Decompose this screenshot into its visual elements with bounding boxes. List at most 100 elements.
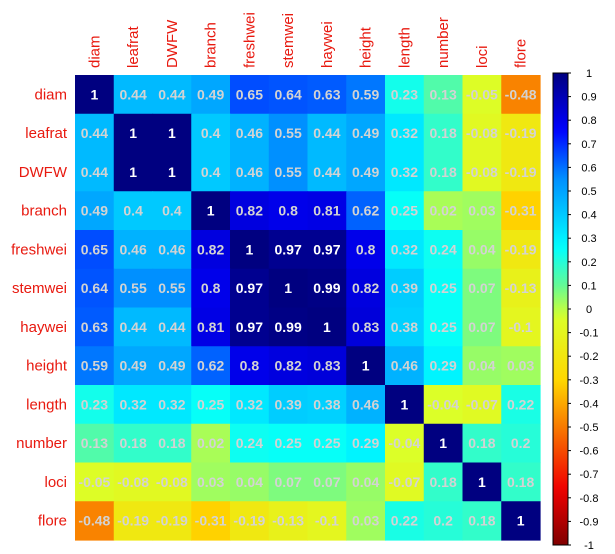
heatmap-cell [346,191,386,231]
cell-value-label: 0.49 [352,164,379,180]
cell-value-label: 0.25 [430,319,457,335]
row-label: branch [21,203,67,220]
cell-value-label: 1 [400,396,408,412]
cell-value-label: 0.39 [391,280,418,296]
heatmap-cell [423,346,464,386]
heatmap-cell [191,268,231,309]
heatmap-cell [307,230,347,270]
cell-value-label: 0.44 [158,319,185,335]
colorbar [552,72,569,546]
cell-value-label: 1 [207,203,215,219]
row-label: stemwei [12,280,67,297]
heatmap-cell [230,346,270,386]
heatmap-cell [501,191,541,231]
cell-value-label: 0.04 [352,474,379,490]
cell-value-label: 0.81 [197,319,224,335]
heatmap-cell [75,346,115,386]
heatmap-cell [152,152,192,192]
heatmap-cell [152,346,192,386]
row-label: leafrat [25,125,68,142]
cell-value-label: 0.04 [468,241,495,257]
heatmap-cell [230,307,270,347]
heatmap-cell [268,113,309,154]
heatmap-cell [385,191,425,231]
colorbar-tick-label: -0.9 [580,516,599,528]
heatmap-cell [152,423,192,464]
heatmap-cell [501,230,541,270]
cell-value-label: 0.49 [158,358,185,374]
cell-value-label: 0.4 [162,203,182,219]
column-label: loci [474,45,491,68]
heatmap-cell [268,385,309,425]
heatmap-cell [385,268,425,309]
heatmap-cell [75,268,115,309]
colorbar-tick-label: 1 [586,68,592,80]
heatmap-cell [191,346,231,386]
heatmap-cell [385,75,425,115]
cell-value-label: 0.18 [158,435,185,451]
column-label: stemwei [280,13,297,68]
cell-value-label: 0.38 [313,396,340,412]
cell-value-label: 0.64 [81,280,108,296]
heatmap-cell [113,346,154,386]
cell-value-label: 0.18 [507,474,534,490]
heatmap-cell [152,268,192,309]
cell-value-label: -0.05 [78,474,110,490]
heatmap-cell [75,307,115,347]
cell-value-label: 0.4 [201,164,221,180]
heatmap-cell [113,307,154,347]
heatmap-cell [113,268,154,309]
heatmap-cell [346,152,386,192]
cell-value-label: 0.44 [81,125,108,141]
row-label: number [16,435,67,452]
cell-value-label: -0.08 [117,474,149,490]
cell-value-label: -0.1 [315,513,339,529]
colorbar-tick-label: -1 [584,540,594,552]
cell-value-label: 0.03 [507,358,534,374]
cell-value-label: 1 [129,164,137,180]
column-label: number [435,17,452,68]
cell-value-label: 0.44 [120,86,147,102]
heatmap-cell [423,268,464,309]
cell-value-label: 0.82 [236,203,263,219]
heatmap-cell [191,113,231,154]
cell-value-label: 0.55 [120,280,147,296]
cell-value-label: -0.08 [466,164,498,180]
heatmap-cell [346,113,386,154]
heatmap-cell [268,152,309,192]
heatmap-cell [346,385,386,425]
heatmap-cell [462,385,502,425]
cell-value-label: 0.46 [391,358,418,374]
heatmap-cell [113,152,154,192]
cell-value-label: 0.29 [430,358,457,374]
heatmap-cell [230,230,270,270]
cell-value-label: 0.83 [313,358,340,374]
cell-value-label: 0.46 [120,241,147,257]
cell-value-label: -0.04 [427,396,459,412]
heatmap-cell [423,230,464,270]
heatmap-cell [307,462,347,502]
cell-value-label: 0.99 [275,319,302,335]
cell-value-label: 0.03 [197,474,224,490]
heatmap-cell [268,501,309,541]
heatmap-cell [191,423,231,464]
heatmap-cell [191,462,231,502]
heatmap-cell [113,230,154,270]
cell-value-label: 0.99 [313,280,340,296]
heatmap-cell [501,501,541,541]
heatmap-cell [385,307,425,347]
cell-value-label: 1 [245,241,253,257]
heatmap-cell [75,113,115,154]
heatmap-cell [268,462,309,502]
heatmap-cell [346,230,386,270]
column-label: DWFW [164,19,181,68]
cell-value-label: -0.19 [505,164,537,180]
cell-value-label: 0.46 [352,396,379,412]
cell-value-label: 1 [517,513,525,529]
heatmap-cells [75,75,541,541]
cell-value-label: 0.24 [236,435,263,451]
cell-value-label: 0.55 [275,164,302,180]
cell-value-label: 0.63 [313,86,340,102]
cell-value-label: -0.31 [505,203,537,219]
